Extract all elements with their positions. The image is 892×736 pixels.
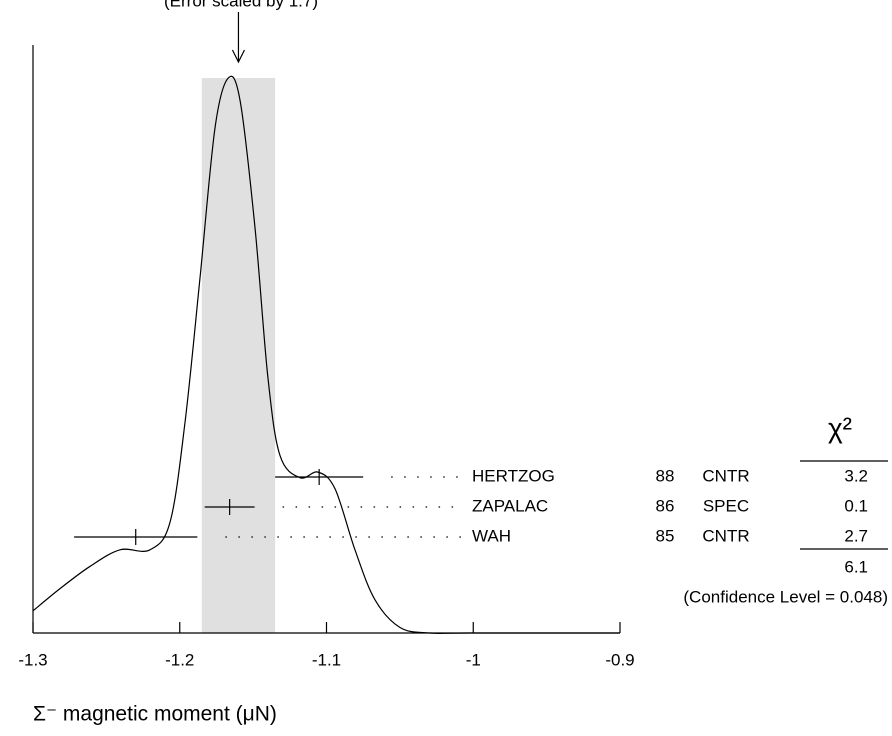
chart-title: (Error scaled by 1.7)	[164, 0, 318, 10]
chi2-header: χ²	[828, 412, 852, 443]
confidence-level: (Confidence Level = 0.048)	[683, 587, 888, 606]
measurement-chi2: 0.1	[844, 496, 868, 515]
x-tick-label: -1	[466, 650, 481, 669]
measurement-technique: SPEC	[703, 496, 749, 515]
x-tick-label: -1.2	[165, 650, 194, 669]
measurement-chi2: 2.7	[844, 526, 868, 545]
average-band	[201, 78, 276, 633]
x-tick-label: -0.9	[605, 650, 634, 669]
measurement-label: WAH	[472, 526, 511, 545]
measurement-technique: CNTR	[702, 466, 749, 485]
ideogram-curve	[32, 75, 620, 635]
measurement-year: 88	[656, 466, 675, 485]
x-tick-label: -1.1	[312, 650, 341, 669]
x-axis-label: Σ⁻ magnetic moment (μN)	[33, 703, 277, 726]
measurement-year: 86	[656, 496, 675, 515]
measurement-chi2: 3.2	[844, 466, 868, 485]
measurement-technique: CNTR	[702, 526, 749, 545]
chi2-total: 6.1	[844, 557, 868, 576]
measurement-year: 85	[656, 526, 675, 545]
measurement-label: ZAPALAC	[472, 496, 548, 515]
average-arrow-head	[231, 49, 245, 64]
measurement-label: HERTZOG	[472, 466, 555, 485]
x-tick-label: -1.3	[18, 650, 47, 669]
